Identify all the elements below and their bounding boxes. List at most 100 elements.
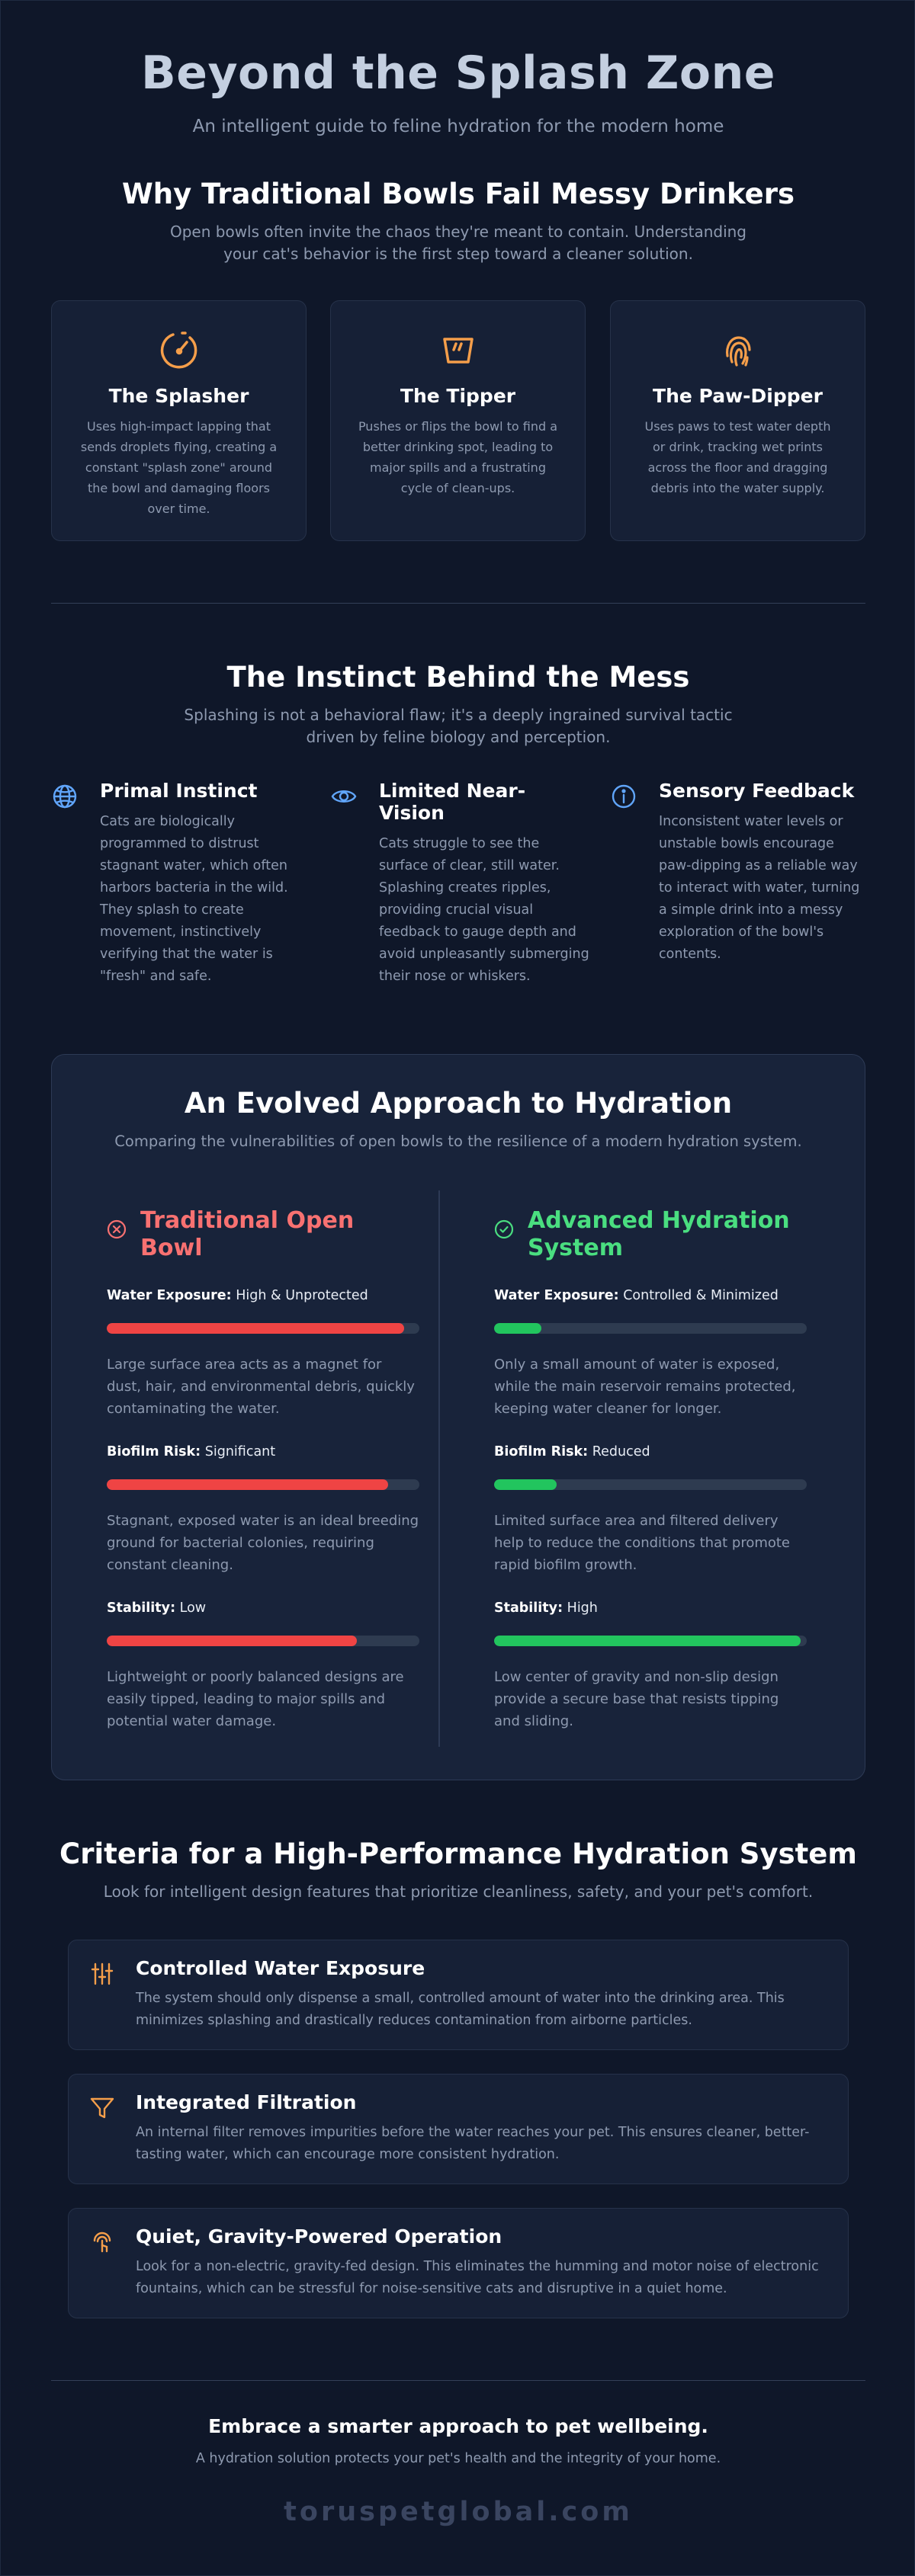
traditional-title-line: Traditional Open: [140, 1207, 355, 1234]
footer-brand: toruspetglobal.com: [284, 2497, 633, 2527]
metric-label-key: Water Exposure:: [494, 1288, 619, 1303]
instinct-title: Sensory Feedback: [659, 780, 855, 802]
metric-bar-fill: [107, 1479, 388, 1490]
fail-section-header: Why Traditional Bowls Fail Messy Drinker…: [1, 178, 915, 265]
metric-label: Stability: Low: [107, 1600, 419, 1616]
metric-label: Water Exposure: High & Unprotected: [107, 1288, 419, 1303]
card-splasher: The Splasher Uses high-impact lapping th…: [51, 300, 307, 541]
instinct-section-title: The Instinct Behind the Mess: [226, 661, 690, 694]
criteria-text: Look for a non-electric, gravity-fed des…: [136, 2259, 819, 2296]
card-paw-dipper: The Paw-Dipper Uses paws to test water d…: [610, 300, 865, 541]
metric-description: Low center of gravity and non-slip desig…: [494, 1669, 779, 1729]
criteria-section-subtitle: Look for intelligent design features tha…: [103, 1882, 814, 1901]
criteria-section-header: Criteria for a High-Performance Hydratio…: [1, 1837, 915, 1903]
criteria-text: An internal filter removes impurities be…: [136, 2125, 810, 2162]
metric-bar-fill: [494, 1323, 541, 1334]
metric-traditional-1: Biofilm Risk: Significant Stagnant, expos…: [107, 1444, 419, 1576]
section-divider: [51, 603, 865, 604]
x-circle-icon: [107, 1219, 127, 1239]
advanced-title-line: Advanced Hydration: [528, 1207, 790, 1234]
card-title: The Splasher: [108, 385, 249, 407]
criteria-title: Controlled Water Exposure: [136, 1957, 425, 1979]
metric-label-key: Water Exposure:: [107, 1288, 232, 1303]
metric-description: Large surface area acts as a magnet for …: [107, 1357, 415, 1417]
metric-bar: [107, 1479, 419, 1490]
metric-label-value: High & Unprotected: [236, 1288, 368, 1303]
metric-description: Only a small amount of water is exposed,…: [494, 1357, 796, 1417]
metric-label-key: Biofilm Risk:: [494, 1444, 589, 1459]
sliders-icon: [88, 1960, 116, 1988]
criteria-card-filtration: Integrated Filtration An internal filter…: [68, 2074, 849, 2184]
metric-label-value: Significant: [204, 1444, 276, 1459]
instinct-section-header: The Instinct Behind the Mess Splashing i…: [1, 661, 915, 748]
instinct-subtitle-line: Splashing is not a behavioral flaw; it's…: [184, 706, 733, 724]
metric-label-key: Stability:: [107, 1600, 176, 1616]
metric-bar: [494, 1479, 807, 1490]
instinct-sensory: Sensory Feedback Inconsistent water leve…: [610, 780, 869, 966]
metric-label-value: Reduced: [592, 1444, 650, 1459]
card-text: Uses paws to test water depth or drink, …: [644, 419, 831, 495]
metric-label-value: High: [567, 1600, 598, 1616]
footer-title: Embrace a smarter approach to pet wellbe…: [208, 2415, 708, 2437]
metric-traditional-2: Stability: Low Lightweight or poorly bala…: [107, 1600, 419, 1732]
hero: Beyond the Splash Zone An intelligent gu…: [1, 46, 915, 136]
info-icon: [610, 783, 637, 810]
instinct-text: Cats struggle to see the surface of clea…: [379, 836, 589, 984]
comparison-panel: An Evolved Approach to Hydration Compari…: [51, 1054, 865, 1780]
instinct-primal: Primal Instinct Cats are biologically pr…: [51, 780, 310, 988]
instinct-title: Primal Instinct: [100, 780, 258, 802]
tipped-bowl-icon: [435, 327, 481, 373]
hero-subtitle: An intelligent guide to feline hydration…: [192, 117, 724, 136]
card-title: The Tipper: [400, 385, 516, 407]
fail-section-subtitle: Open bowls often invite the chaos they'r…: [1, 221, 915, 265]
metric-label-key: Stability:: [494, 1600, 563, 1616]
card-tipper: The Tipper Pushes or flips the bowl to f…: [330, 300, 586, 541]
metric-bar: [494, 1323, 807, 1334]
card-title: The Paw-Dipper: [653, 385, 823, 407]
metric-bar: [494, 1636, 807, 1646]
quiet-touch-icon: [88, 2228, 116, 2256]
card-text: Uses high-impact lapping that sends drop…: [80, 419, 278, 516]
metric-label-value: Controlled & Minimized: [623, 1288, 779, 1303]
metric-traditional-0: Water Exposure: High & Unprotected Large …: [107, 1288, 419, 1420]
criteria-section-title: Criteria for a High-Performance Hydratio…: [59, 1837, 857, 1870]
footer-divider: [51, 2380, 865, 2381]
metric-advanced-1: Biofilm Risk: Reduced Limited surface are…: [494, 1444, 807, 1576]
footer: Embrace a smarter approach to pet wellbe…: [1, 2415, 915, 2527]
advanced-title-line: System: [528, 1235, 623, 1261]
metric-bar: [107, 1323, 419, 1334]
advanced-header: Advanced Hydration System: [494, 1207, 807, 1264]
criteria-text: The system should only dispense a small,…: [136, 1991, 785, 2028]
instinct-vision: Limited Near-Vision Cats struggle to see…: [330, 780, 589, 988]
criteria-card-exposure: Controlled Water Exposure The system sho…: [68, 1940, 849, 2050]
fail-cards: The Splasher Uses high-impact lapping th…: [51, 300, 865, 541]
instinct-text: Inconsistent water levels or unstable bo…: [659, 814, 860, 962]
metric-advanced-0: Water Exposure: Controlled & Minimized On…: [494, 1288, 807, 1420]
metric-bar-fill: [107, 1636, 357, 1646]
advanced-title: Advanced Hydration System: [528, 1207, 790, 1262]
footer-subtitle: A hydration solution protects your pet's…: [195, 2451, 721, 2466]
hero-title: Beyond the Splash Zone: [141, 46, 775, 100]
instinct-text: Cats are biologically programmed to dist…: [100, 814, 288, 984]
metric-bar-fill: [107, 1323, 404, 1334]
check-circle-icon: [494, 1219, 514, 1239]
metric-bar-fill: [494, 1479, 557, 1490]
metric-label-key: Biofilm Risk:: [107, 1444, 201, 1459]
filter-icon: [88, 2094, 116, 2122]
instinct-section-subtitle: Splashing is not a behavioral flaw; it's…: [1, 704, 915, 748]
metric-description: Limited surface area and filtered delive…: [494, 1513, 791, 1573]
traditional-column: Traditional Open Bowl Water Exposure: Hi…: [107, 1207, 419, 1732]
advanced-metrics: Water Exposure: Controlled & Minimized On…: [494, 1288, 807, 1732]
comparison-title: An Evolved Approach to Hydration: [184, 1087, 733, 1120]
criteria-card-quiet: Quiet, Gravity-Powered Operation Look fo…: [68, 2208, 849, 2318]
metric-description: Lightweight or poorly balanced designs a…: [107, 1669, 404, 1729]
metric-label-value: Low: [179, 1600, 207, 1616]
comparison-divider: [438, 1190, 440, 1747]
metric-label: Stability: High: [494, 1600, 807, 1616]
fail-subtitle-line: your cat's behavior is the first step to…: [223, 245, 693, 263]
fail-section-title: Why Traditional Bowls Fail Messy Drinker…: [121, 178, 795, 210]
instinct-title: Limited Near-Vision: [379, 780, 526, 824]
traditional-metrics: Water Exposure: High & Unprotected Large …: [107, 1288, 419, 1732]
card-text: Pushes or flips the bowl to find a bette…: [358, 419, 558, 495]
